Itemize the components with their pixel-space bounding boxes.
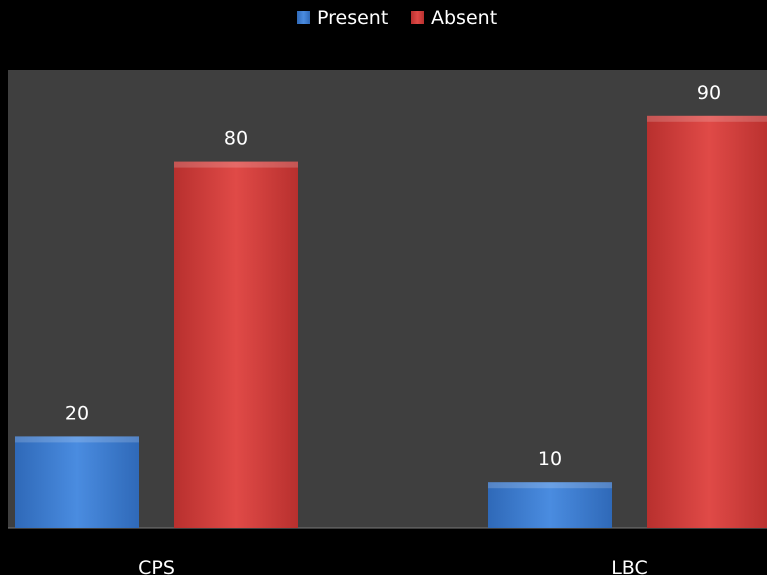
bar-absent-lbc (647, 115, 767, 529)
value-label-present-lbc: 10 (538, 448, 562, 470)
value-label-absent-cps: 80 (224, 128, 248, 150)
bar-bevel-present-lbc (488, 482, 612, 489)
category-labels-group: CPS LBC (138, 557, 648, 575)
category-label-cps: CPS (138, 557, 175, 575)
bars-group (15, 115, 767, 529)
legend: Present Absent (297, 7, 497, 29)
legend-label-absent: Absent (431, 7, 497, 29)
category-label-lbc: LBC (611, 557, 648, 575)
bar-absent-cps (174, 161, 298, 528)
legend-swatch-absent (411, 11, 424, 24)
bar-bevel-present-cps (15, 436, 139, 443)
value-label-absent-lbc: 90 (697, 82, 721, 104)
bar-present-lbc (488, 482, 612, 528)
bar-bevel-absent-cps (174, 161, 298, 168)
bar-present-cps (15, 436, 139, 528)
legend-label-present: Present (317, 7, 388, 29)
legend-swatch-present (297, 11, 310, 24)
value-label-present-cps: 20 (65, 402, 89, 424)
value-labels-group: 20 80 10 90 (65, 82, 721, 470)
bar-bevel-absent-lbc (647, 115, 767, 122)
